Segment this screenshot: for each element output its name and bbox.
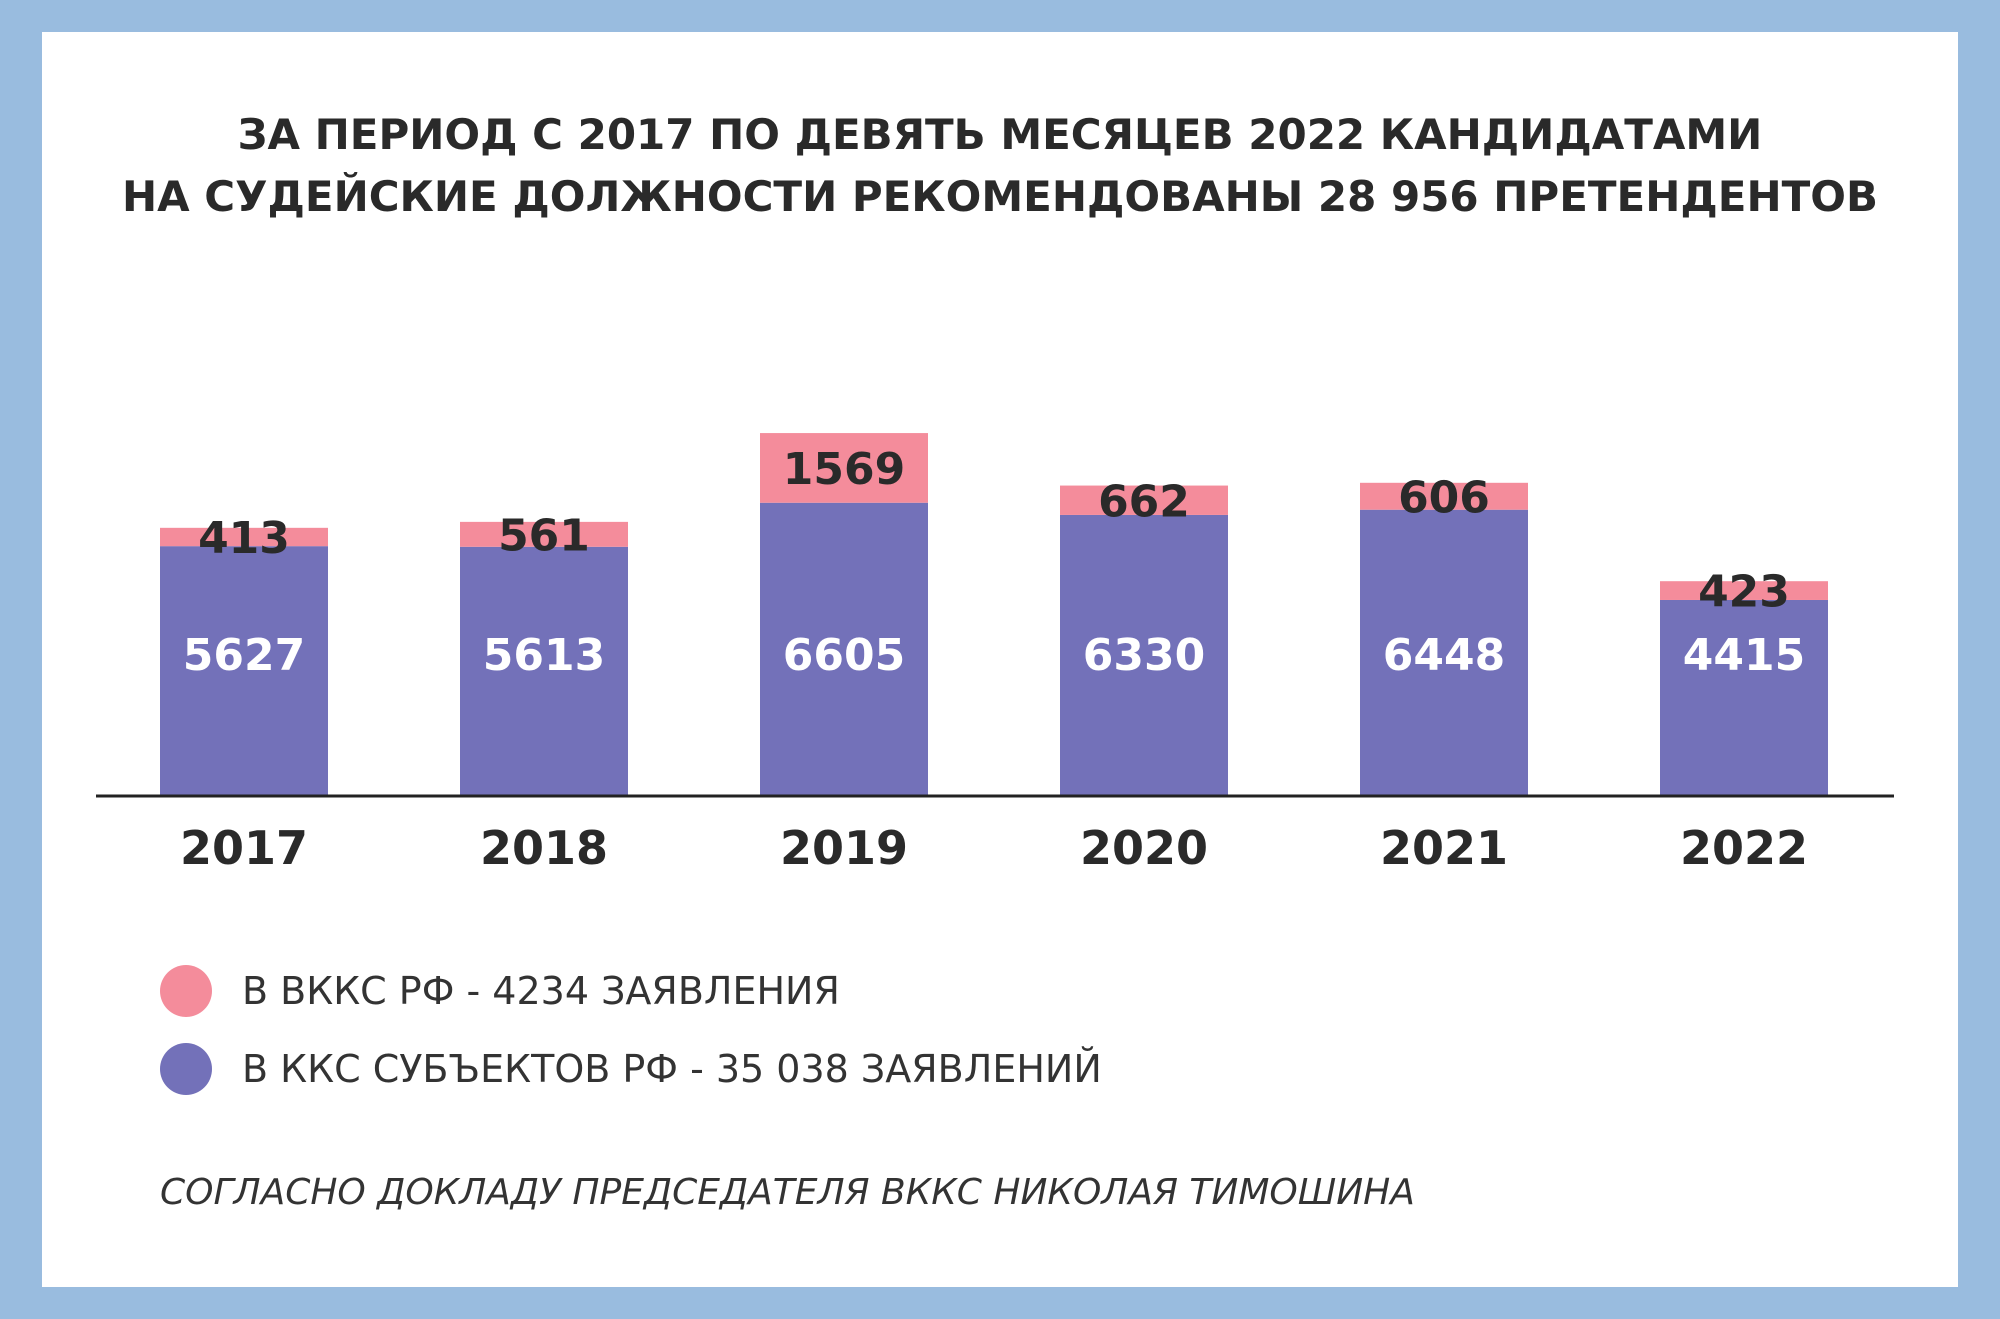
x-tick-label-2019: 2019 — [780, 821, 908, 875]
chart-title-line-1: ЗА ПЕРИОД С 2017 ПО ДЕВЯТЬ МЕСЯЦЕВ 2022 … — [237, 110, 1763, 159]
legend-item-kks: В ККС СУБЪЕКТОВ РФ - 35 038 ЗАЯВЛЕНИЙ — [160, 1030, 1102, 1108]
value-label-bottom-2020: 6330 — [1083, 630, 1205, 681]
bar-chart: 5627 413 5613 561 6605 1569 6330 662 6448 606 4415… — [96, 433, 1894, 875]
x-tick-label-2020: 2020 — [1080, 821, 1208, 875]
value-label-top-2019: 1569 — [783, 444, 905, 495]
bar-bottom-2021 — [1360, 509, 1528, 796]
value-labels-layer: 5627 413 5613 561 6605 1569 6330 662 6448 606 4415… — [183, 444, 1805, 681]
x-tick-label-2017: 2017 — [180, 821, 308, 875]
value-label-bottom-2021: 6448 — [1383, 630, 1505, 681]
bar-top-2021 — [1360, 482, 1528, 510]
bar-top-2017 — [160, 527, 328, 547]
x-tick-label-2021: 2021 — [1380, 821, 1508, 875]
bar-top-2022 — [1660, 581, 1828, 600]
legend-label-kks: В ККС СУБЪЕКТОВ РФ - 35 038 ЗАЯВЛЕНИЙ — [242, 1047, 1102, 1091]
value-label-top-2020: 662 — [1098, 476, 1190, 527]
bar-top-2019 — [760, 433, 928, 503]
x-tick-labels-layer: 2017 2018 2019 2020 2021 2022 — [180, 821, 1808, 875]
chart-title-line-2: НА СУДЕЙСКИЕ ДОЛЖНОСТИ РЕКОМЕНДОВАНЫ 28 … — [121, 172, 1878, 221]
value-label-bottom-2019: 6605 — [783, 630, 905, 681]
legend: В ВККС РФ - 4234 ЗАЯВЛЕНИЯ В ККС СУБЪЕКТ… — [160, 952, 1102, 1108]
value-label-bottom-2022: 4415 — [1683, 630, 1805, 681]
value-label-top-2018: 561 — [498, 510, 590, 561]
bar-top-2020 — [1060, 485, 1228, 515]
chart-panel: ЗА ПЕРИОД С 2017 ПО ДЕВЯТЬ МЕСЯЦЕВ 2022 … — [42, 32, 1958, 1287]
source-note: СОГЛАСНО ДОКЛАДУ ПРЕДСЕДАТЕЛЯ ВККС НИКОЛ… — [160, 1172, 1415, 1213]
value-label-top-2017: 413 — [198, 513, 290, 564]
bar-bottom-2019 — [760, 502, 928, 796]
bar-bottom-2017 — [160, 546, 328, 796]
chart-title: ЗА ПЕРИОД С 2017 ПО ДЕВЯТЬ МЕСЯЦЕВ 2022 … — [42, 104, 1958, 228]
legend-item-vkks: В ВККС РФ - 4234 ЗАЯВЛЕНИЯ — [160, 952, 1102, 1030]
bar-bottom-2018 — [460, 546, 628, 796]
x-tick-label-2018: 2018 — [480, 821, 608, 875]
value-label-top-2021: 606 — [1398, 472, 1490, 523]
bar-bottom-2020 — [1060, 514, 1228, 796]
legend-swatch-pink — [160, 965, 212, 1017]
value-label-bottom-2017: 5627 — [183, 630, 305, 681]
value-label-bottom-2018: 5613 — [483, 630, 605, 681]
legend-label-vkks: В ВККС РФ - 4234 ЗАЯВЛЕНИЯ — [242, 969, 840, 1013]
legend-swatch-purple — [160, 1043, 212, 1095]
bar-top-2018 — [460, 521, 628, 547]
x-tick-label-2022: 2022 — [1680, 821, 1808, 875]
bar-bottom-2022 — [1660, 599, 1828, 796]
bars-layer — [160, 433, 1828, 796]
value-label-top-2022: 423 — [1698, 567, 1790, 618]
